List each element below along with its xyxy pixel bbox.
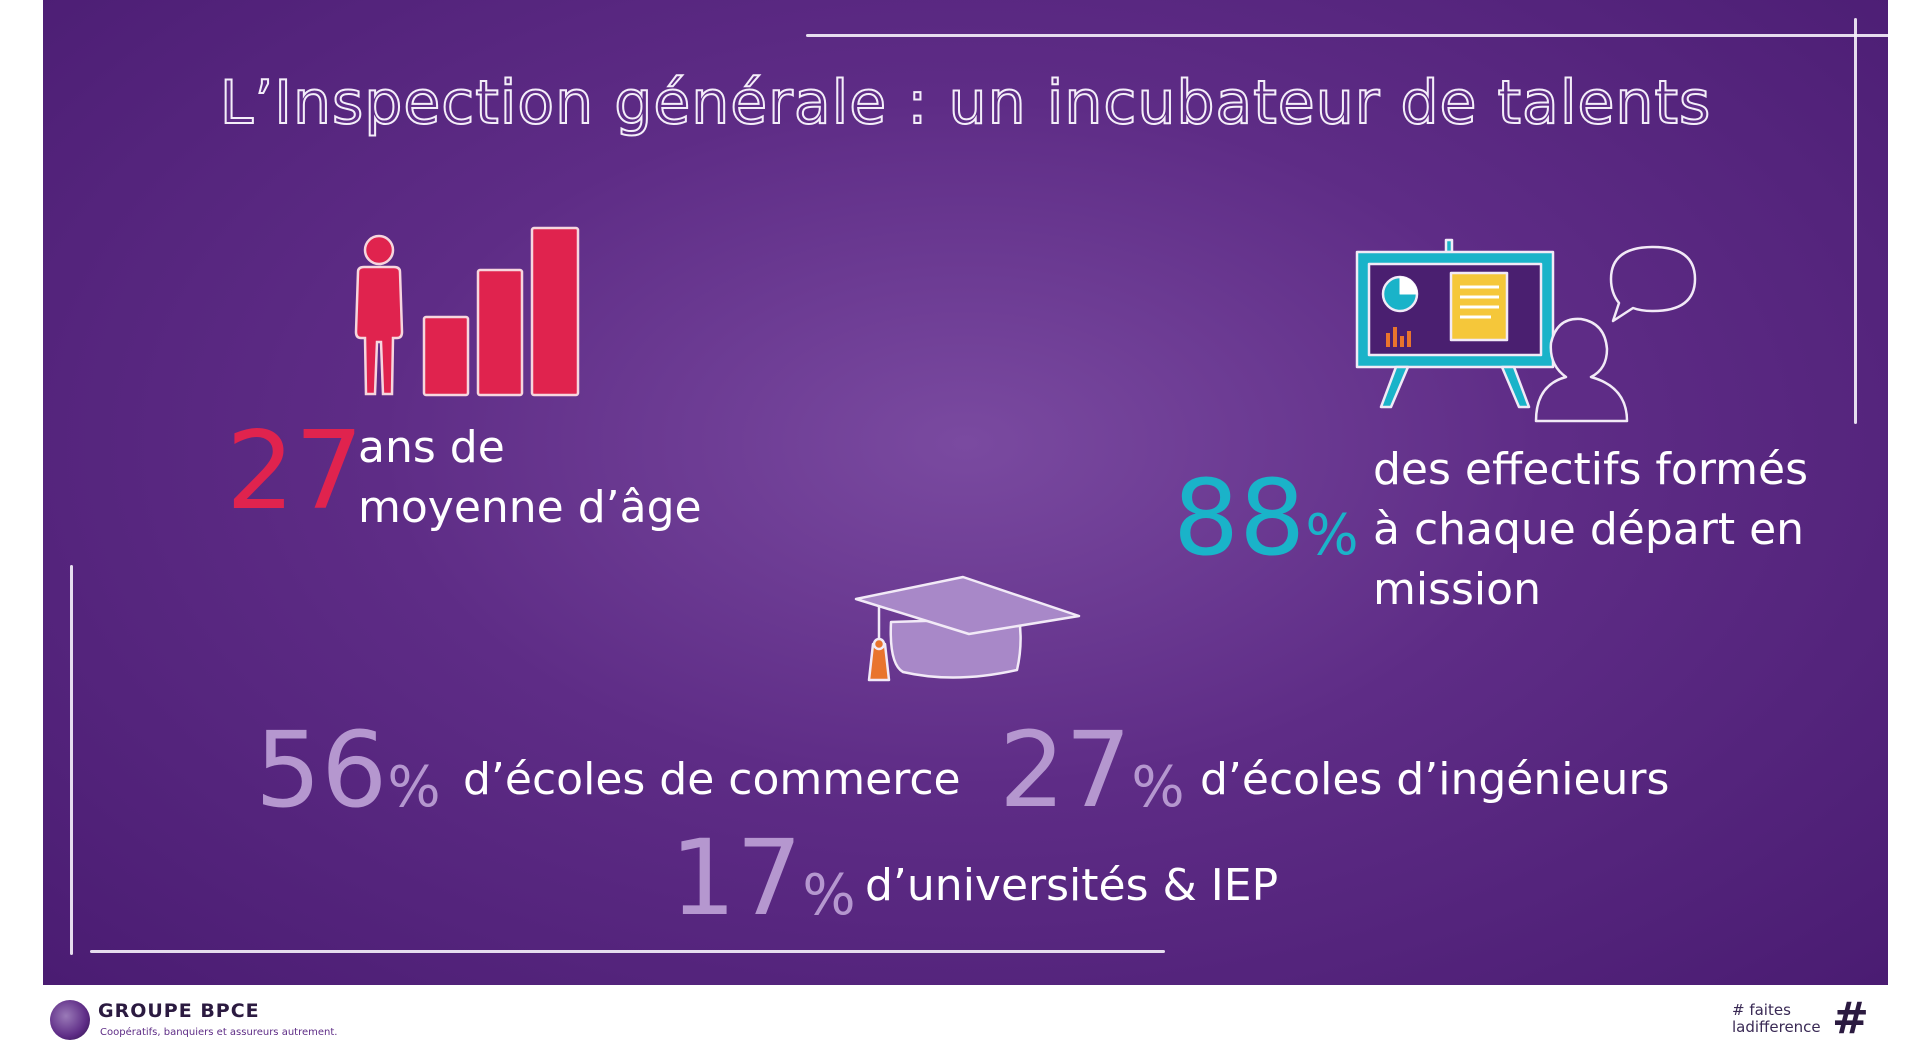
frame-line-left (70, 565, 73, 955)
person-with-bar-chart-icon (354, 226, 580, 397)
brand-name: GROUPE BPCE (98, 1000, 260, 1022)
hashtag-text: # faites ladifference (1732, 1002, 1821, 1036)
engineers-percent: % (1131, 755, 1185, 820)
engineers-label: d’écoles d’ingénieurs (1200, 754, 1670, 805)
commerce-percent: % (387, 755, 441, 820)
commerce-number: 56% (255, 718, 441, 822)
hashtag-line1: # faites (1732, 1001, 1791, 1019)
bpce-logo-icon (50, 1000, 90, 1040)
hashtag-line2: ladifference (1732, 1018, 1821, 1036)
engineers-number: 27% (999, 718, 1185, 822)
training-label-line3: mission (1373, 564, 1541, 615)
commerce-number-value: 56 (255, 709, 388, 831)
age-label-line1: ans de (358, 422, 505, 473)
age-number: 27 (226, 409, 364, 534)
frame-line-right (1854, 18, 1857, 424)
frame-line-top (806, 34, 1888, 37)
hash-icon: # (1832, 993, 1869, 1044)
page-title: L’Inspection générale : un incubateur de… (219, 67, 1712, 139)
age-label-line2: moyenne d’âge (358, 482, 702, 533)
training-label-line2: à chaque départ en (1373, 504, 1805, 555)
training-number-value: 88 (1173, 457, 1306, 579)
brand-tagline: Coopératifs, banquiers et assureurs autr… (100, 1027, 338, 1038)
graduation-cap-icon (854, 575, 1081, 682)
frame-line-bottom (90, 950, 1165, 953)
universities-number-value: 17 (670, 817, 803, 939)
universities-number: 17% (670, 826, 856, 930)
infographic-board: L’Inspection générale : un incubateur de… (43, 0, 1888, 985)
presentation-board-icon (1355, 238, 1697, 423)
training-percent: % (1305, 503, 1359, 568)
commerce-label: d’écoles de commerce (463, 754, 961, 805)
universities-label: d’universités & IEP (865, 860, 1279, 911)
universities-percent: % (802, 863, 856, 928)
engineers-number-value: 27 (999, 709, 1132, 831)
training-number: 88% (1173, 466, 1359, 570)
training-label-line1: des effectifs formés (1373, 444, 1809, 495)
